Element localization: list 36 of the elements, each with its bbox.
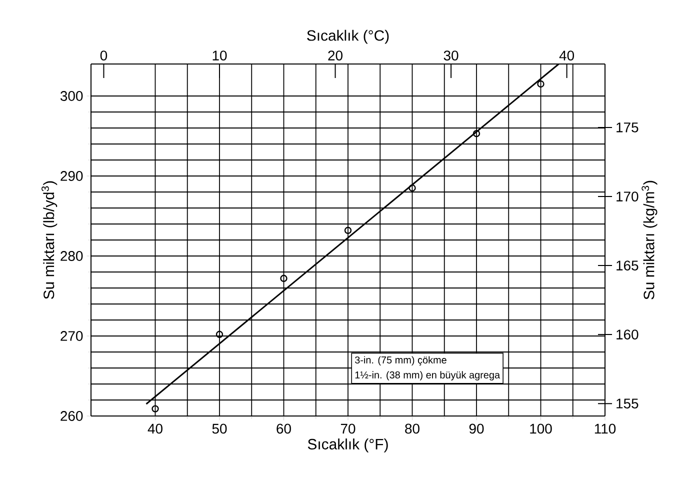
y2-axis-title: Su miktarı (kg/m$^{3}$) (642, 180, 658, 300)
point (408, 184, 416, 192)
x-tick-label: 40 (148, 424, 162, 434)
x-tick-label: 100 (530, 424, 552, 434)
x2-tick-label: 30 (444, 50, 458, 60)
point (152, 405, 159, 412)
x-tick-label: 110 (594, 424, 616, 434)
x2-axis-title: Sıcaklık (°C) (307, 30, 389, 44)
y2-tick-label: 170 (616, 192, 638, 202)
x2-tick-label: 10 (212, 50, 227, 60)
y-tick-label: 260 (60, 411, 83, 421)
y-tick-label: 270 (60, 331, 83, 341)
y2-tick-label: 175 (616, 122, 638, 132)
x-tick-label: 90 (469, 424, 484, 434)
x-tick-label: 50 (212, 424, 227, 434)
x2-tick-label: 20 (328, 50, 342, 60)
y2-tick-label: 155 (616, 398, 638, 408)
y2-tick-label: 165 (616, 260, 638, 270)
point (537, 80, 544, 88)
point (280, 274, 288, 282)
y-tick-label: 300 (60, 91, 83, 101)
y2-tick-label: 160 (616, 330, 638, 340)
x-tick-label: 70 (340, 424, 356, 434)
y-tick-label: 290 (60, 171, 83, 181)
point (472, 130, 480, 138)
x-axis-title: Sıcaklık (°F) (308, 438, 388, 452)
point (216, 330, 224, 338)
x2-tick-label: 0 (100, 50, 108, 60)
y-tick-label: 280 (60, 251, 83, 261)
point (344, 226, 352, 234)
annotation: 1½-in. (38 mm) en büyük agrega (355, 371, 500, 380)
x-tick-label: 80 (405, 424, 420, 434)
y-axis-title: Su miktarı (lb/yd$^{3}$) (42, 181, 58, 299)
annotation: 3-in. (75 mm) çökme (354, 356, 446, 366)
x-tick-label: 60 (276, 424, 291, 434)
x2-tick-label: 40 (559, 50, 574, 60)
